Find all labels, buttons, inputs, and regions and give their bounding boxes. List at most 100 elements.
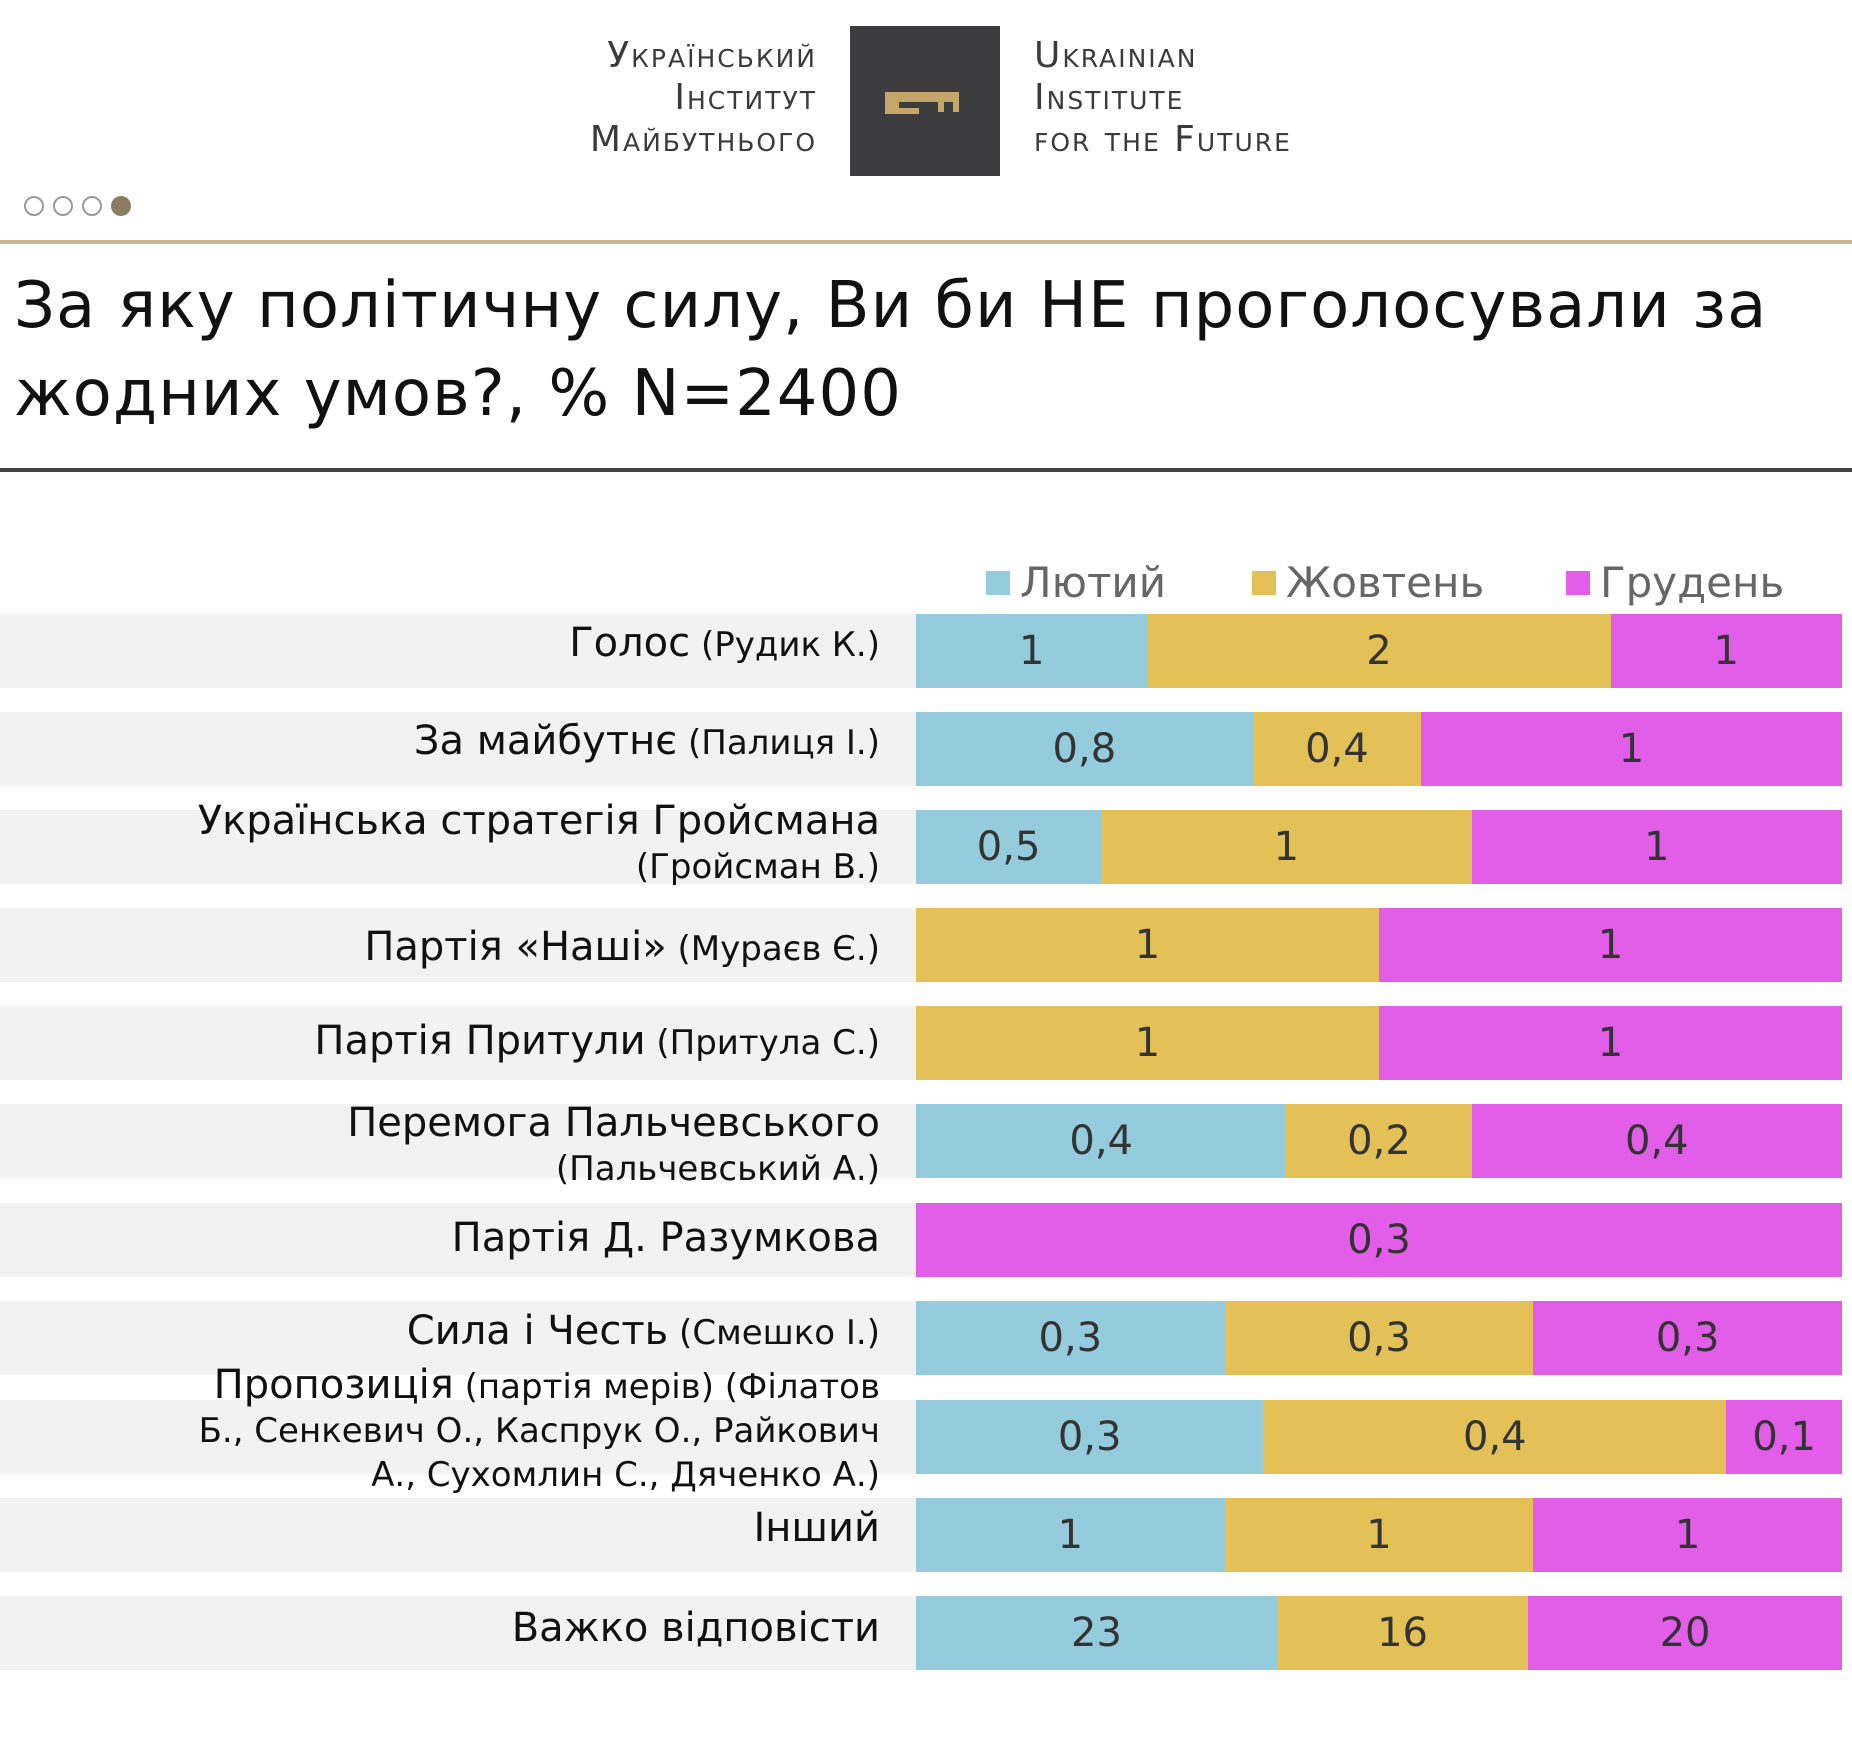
legend-item-oct: Жовтень <box>1252 558 1484 607</box>
row-background <box>0 614 916 688</box>
category-label-main: Партія Притули <box>314 1018 646 1064</box>
bar-segment-oct <box>916 1006 1379 1080</box>
category-label: Перемога Пальчевського <box>347 1100 880 1146</box>
bar-segment-dec <box>1471 1104 1842 1178</box>
category-label-sub: (Мураєв Є.) <box>666 929 880 969</box>
logo-ua-line: Майбутнього <box>589 119 817 160</box>
category-label: Українська стратегія Гройсмана <box>198 798 880 844</box>
slide-dot-2[interactable] <box>53 196 73 216</box>
data-label: 0,4 <box>1462 1414 1527 1460</box>
category-label-sub: А., Сухомлин С., Дяченко А.) <box>371 1455 880 1495</box>
data-label: 1 <box>1057 1512 1084 1558</box>
legend-swatch-feb <box>986 570 1010 595</box>
category-label: (Пальчевський А.) <box>556 1144 880 1192</box>
bar-segment-dec <box>1610 614 1842 688</box>
data-label: 0,3 <box>1655 1315 1720 1361</box>
data-label: 0,3 <box>1057 1414 1122 1460</box>
slide-dot-3[interactable] <box>82 196 102 216</box>
slide-dot-4[interactable] <box>111 196 131 216</box>
data-label: 0,5 <box>976 824 1041 870</box>
bar-segment-feb <box>916 1104 1287 1178</box>
bar-segment-oct <box>1276 1596 1529 1670</box>
data-label: 0,3 <box>1038 1315 1103 1361</box>
category-label-main: Українська стратегія Гройсмана <box>197 798 880 844</box>
category-label: Б., Сенкевич О., Каспрук О., Райкович <box>199 1406 880 1454</box>
category-label: Партія Притули (Притула С.) <box>314 1018 880 1066</box>
category-label: Важко відповісти <box>512 1605 880 1651</box>
data-label: 1 <box>1713 628 1739 674</box>
logo-en-line: Institute <box>1034 77 1185 118</box>
category-label-sub: (Рудик К.) <box>690 625 880 665</box>
logo-text-en: Ukrainian Institute for the Future <box>1034 35 1292 161</box>
bar-segment-oct <box>916 908 1379 982</box>
bar-segment-dec <box>1533 1301 1842 1375</box>
row-background <box>0 1301 916 1375</box>
slide-dot-1[interactable] <box>24 196 44 216</box>
category-label-sub: (Палиця І.) <box>677 723 880 763</box>
category-label-main: Пропозиція <box>213 1362 454 1408</box>
legend-swatch-oct <box>1252 570 1276 595</box>
data-label: 0,8 <box>1052 726 1117 772</box>
bar-segment-oct <box>1147 614 1611 688</box>
bar-segment-oct <box>1286 1104 1472 1178</box>
bar-segment-dec <box>1421 712 1842 786</box>
data-label: 1 <box>1597 922 1624 968</box>
category-label-main: Голос <box>569 620 691 666</box>
key-icon <box>885 92 959 114</box>
data-label: 0,4 <box>1069 1118 1133 1164</box>
data-label: 0,1 <box>1752 1414 1816 1460</box>
data-label: 0,3 <box>1347 1315 1411 1361</box>
chart-legend: Лютий Жовтень Грудень <box>0 558 1852 608</box>
data-label: 1 <box>1618 726 1645 772</box>
legend-swatch-dec <box>1566 570 1590 595</box>
data-label: 0,4 <box>1305 726 1369 772</box>
legend-item-feb: Лютий <box>986 558 1166 607</box>
bar-segment-oct <box>1224 1301 1534 1375</box>
data-label: 1 <box>1134 922 1161 968</box>
data-label: 23 <box>1071 1610 1122 1656</box>
bar-segment-feb <box>916 1498 1225 1572</box>
data-label: 1 <box>1019 628 1045 674</box>
category-label-main: Перемога Пальчевського <box>347 1100 880 1146</box>
data-label: 1 <box>1597 1020 1624 1066</box>
category-label: (Гройсман В.) <box>636 842 880 890</box>
category-label-main: Важко відповісти <box>511 1605 880 1651</box>
category-label: Голос (Рудик К.) <box>569 620 880 668</box>
row-background <box>0 1104 916 1178</box>
legend-label-feb: Лютий <box>1020 558 1166 607</box>
bar-segment-oct <box>1224 1498 1534 1572</box>
data-label: 1 <box>1273 824 1300 870</box>
category-label-main: Партія «Наші» <box>364 924 667 970</box>
bar-segment-dec <box>1379 908 1842 982</box>
chart-title-line: жодних умов?, % N=2400 <box>14 357 902 431</box>
category-label-sub: (партія мерів) (Філатов <box>453 1367 880 1407</box>
bar-segment-feb <box>916 712 1253 786</box>
bar-segment-dec <box>1379 1006 1842 1080</box>
row-background <box>0 1596 916 1670</box>
category-label-main: Сила і Честь <box>406 1308 669 1354</box>
logo-en-line: Ukrainian <box>1034 35 1198 76</box>
logo-text-ua: Український Інститут Майбутнього <box>590 35 817 161</box>
bar-segment-dec <box>1471 810 1842 884</box>
data-label: 2 <box>1366 628 1392 674</box>
legend-label-dec: Грудень <box>1600 558 1785 607</box>
logo-ua-line: Український <box>607 35 817 76</box>
category-label: А., Сухомлин С., Дяченко А.) <box>371 1450 880 1498</box>
bar-segment-feb <box>916 1301 1225 1375</box>
bar-segment-feb <box>916 1596 1277 1670</box>
bar-segment-dec <box>1528 1596 1842 1670</box>
bar-segment-oct <box>1252 712 1422 786</box>
row-background <box>0 1400 916 1474</box>
category-label-sub: (Смешко І.) <box>668 1313 880 1353</box>
category-label-sub: (Притула С.) <box>645 1023 880 1063</box>
logo-ua-line: Інститут <box>674 77 817 118</box>
category-label-main: Інший <box>753 1505 880 1551</box>
data-label: 1 <box>1366 1512 1392 1558</box>
slide-indicator <box>24 196 131 216</box>
category-label-sub: (Пальчевський А.) <box>555 1149 880 1189</box>
data-label: 1 <box>1644 824 1670 870</box>
bar-segment-feb <box>916 1400 1264 1474</box>
category-label: Сила і Честь (Смешко І.) <box>407 1308 880 1356</box>
category-label-sub: (Гройсман В.) <box>635 847 880 887</box>
